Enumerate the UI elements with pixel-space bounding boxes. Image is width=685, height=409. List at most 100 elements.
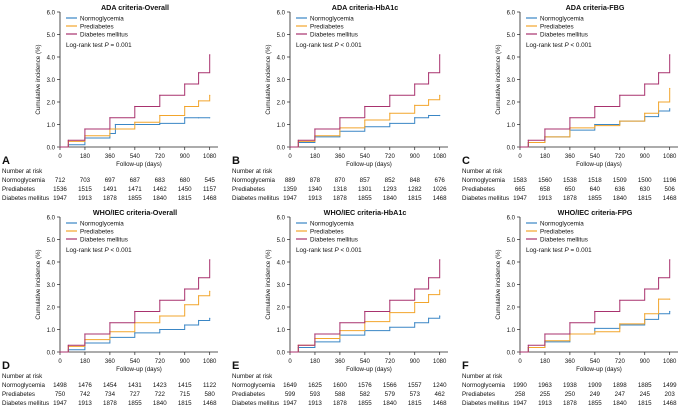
risk-value: 1026 <box>433 186 447 193</box>
data-point-prediabetes <box>669 298 671 300</box>
legend-label: Diabetes mellitus <box>80 236 128 243</box>
risk-value: 579 <box>385 391 396 398</box>
data-point-prediabetes <box>198 100 200 102</box>
risk-value: 650 <box>565 186 576 193</box>
logrank-prefix: Log-rank test <box>296 42 335 49</box>
y-tick-label: 2.0 <box>47 100 56 106</box>
risk-row-label: Prediabetes <box>2 391 35 398</box>
logrank-text: Log-rank test P < 0.001 <box>526 42 592 49</box>
panel-title: ADA criteria-Overall <box>101 3 169 12</box>
legend-label: Normoglycemia <box>310 220 354 227</box>
y-tick-label: 1.0 <box>47 328 56 334</box>
risk-value: 1491 <box>103 186 117 193</box>
data-point-prediabetes <box>594 125 596 127</box>
data-point-diabetes-mellitus <box>184 83 186 85</box>
y-tick-label: 6.0 <box>47 215 56 221</box>
data-point-normoglycemia <box>428 317 430 319</box>
risk-value: 1282 <box>408 186 422 193</box>
data-point-normoglycemia <box>389 326 391 328</box>
risk-value: 1815 <box>638 400 652 407</box>
data-point-diabetes-mellitus <box>297 139 299 141</box>
data-point-normoglycemia <box>594 123 596 126</box>
data-point-normoglycemia <box>159 122 161 124</box>
risk-value: 1855 <box>588 195 602 202</box>
y-axis-label: Cumulative incidence (%) <box>35 249 42 319</box>
risk-row-label: Normoglycemia <box>2 382 46 389</box>
risk-value: 1878 <box>333 195 347 202</box>
risk-value: 462 <box>435 391 446 398</box>
x-tick-label: 720 <box>155 154 166 160</box>
legend-label: Prediabetes <box>80 228 114 235</box>
risk-value: 1913 <box>538 195 552 202</box>
data-point-diabetes-mellitus <box>339 117 341 119</box>
data-point-diabetes-mellitus <box>314 128 316 130</box>
legend-label: Diabetes mellitus <box>310 236 358 243</box>
risk-value: 1855 <box>358 400 372 407</box>
risk-value: 247 <box>615 391 626 398</box>
panel-title: ADA criteria-HbA1c <box>332 3 398 12</box>
series-line-prediabetes <box>60 95 211 148</box>
data-point-normoglycemia <box>594 327 596 329</box>
data-point-prediabetes <box>594 331 596 333</box>
risk-value: 640 <box>590 186 601 193</box>
y-axis-label: Cumulative incidence (%) <box>495 249 502 319</box>
risk-value: 1840 <box>153 400 167 407</box>
risk-value: 1538 <box>563 177 577 184</box>
data-point-diabetes-mellitus <box>389 299 391 301</box>
y-tick-label: 1.0 <box>507 328 516 334</box>
logrank-value: < 0.001 <box>109 247 132 254</box>
y-tick-label: 1.0 <box>277 123 286 129</box>
legend-label: Normoglycemia <box>540 15 584 22</box>
data-point-normoglycemia <box>669 108 671 110</box>
risk-value: 658 <box>540 186 551 193</box>
risk-value: 852 <box>385 177 396 184</box>
legend-label: Prediabetes <box>80 23 114 30</box>
risk-value: 249 <box>590 391 601 398</box>
risk-value: 1815 <box>638 195 652 202</box>
risk-value: 630 <box>640 186 651 193</box>
data-point-prediabetes <box>414 104 416 106</box>
risk-value: 1498 <box>53 382 67 389</box>
risk-value: 1913 <box>78 400 92 407</box>
data-point-prediabetes <box>134 121 136 123</box>
logrank-text: Log-rank test P = 0.001 <box>526 247 592 254</box>
x-tick-label: 360 <box>565 359 576 365</box>
risk-value: 697 <box>105 177 116 184</box>
risk-value: 750 <box>55 391 66 398</box>
data-point-diabetes-mellitus <box>67 344 69 346</box>
risk-table-header: Number at risk <box>462 373 503 380</box>
panel-letter: D <box>2 360 10 372</box>
y-tick-label: 4.0 <box>277 260 286 266</box>
y-axis-label: Cumulative incidence (%) <box>35 44 42 114</box>
data-point-diabetes-mellitus <box>289 146 291 148</box>
legend-label: Prediabetes <box>310 228 344 235</box>
y-tick-label: 1.0 <box>277 328 286 334</box>
risk-value: 1318 <box>333 186 347 193</box>
risk-value: 1499 <box>663 382 677 389</box>
risk-value: 1947 <box>53 400 67 407</box>
series-line-normoglycemia <box>60 117 210 148</box>
risk-value: 1815 <box>408 195 422 202</box>
risk-value: 1450 <box>178 186 192 193</box>
risk-value: 1509 <box>613 177 627 184</box>
logrank-p: P <box>565 42 570 49</box>
risk-value: 1913 <box>308 400 322 407</box>
risk-value: 1625 <box>308 382 322 389</box>
data-point-prediabetes <box>389 112 391 114</box>
x-tick-label: 1080 <box>663 359 677 365</box>
x-tick-label: 720 <box>385 359 396 365</box>
y-tick-label: 4.0 <box>47 260 56 266</box>
data-point-diabetes-mellitus <box>314 333 316 335</box>
x-tick-label: 540 <box>590 359 601 365</box>
y-tick-label: 3.0 <box>47 78 56 84</box>
data-point-diabetes-mellitus <box>644 288 646 290</box>
risk-row-label: Prediabetes <box>232 391 265 398</box>
x-tick-label: 540 <box>360 359 371 365</box>
risk-value: 580 <box>205 391 216 398</box>
risk-value: 878 <box>310 177 321 184</box>
x-tick-label: 0 <box>518 154 522 160</box>
x-axis-label: Follow-up (days) <box>116 161 162 168</box>
risk-value: 1359 <box>283 186 297 193</box>
x-tick-label: 540 <box>360 154 371 160</box>
